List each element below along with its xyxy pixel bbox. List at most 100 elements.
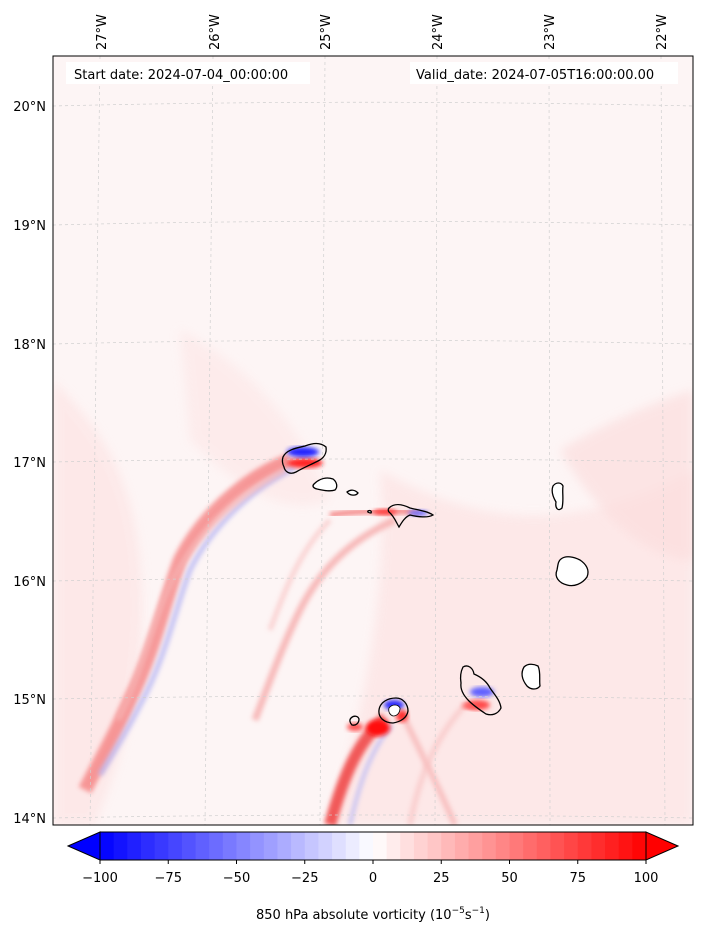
colorbar-tick-label: −25 [291,871,318,886]
colorbar-level-38 [618,832,633,860]
longitude-labels: 27°W 26°W 25°W 24°W 23°W 22°W [95,14,670,50]
wake-band-middle-2 [267,518,332,631]
vorticity-core-santo-antao-blue [287,447,319,457]
wake-band-west-outer [115,467,287,722]
meridian-27w [89,56,101,825]
lon-label-23w: 23°W [543,14,558,50]
colorbar-level-6 [181,832,197,860]
colorbar-tick-label: 0 [369,871,377,886]
lat-label-15n: 15°N [13,693,46,708]
meridian-24w [434,56,438,825]
colorbar-tick-label: 50 [501,871,518,886]
colorbar-level-27 [468,832,483,860]
island-sao-vicente [312,477,338,492]
colorbar-level-2 [127,832,142,860]
island-maio [521,663,541,690]
meridian-25w [319,56,326,825]
colorbar-level-11 [250,832,265,860]
field-positive-broad-east [560,390,693,560]
colorbar-level-10 [236,832,251,860]
field-positive-broad-southeast [330,470,693,825]
island-sal [551,482,564,511]
island-ilheu-razo [367,509,372,514]
wake-band-west-blue [97,465,297,777]
island-santiago [459,665,502,716]
annotation-right-box [410,62,678,84]
lat-label-20n: 20°N [13,100,46,115]
wake-band-west-red [78,453,293,794]
colorbar-label-exp2: −1 [472,906,485,916]
lon-label-24w: 24°W [431,14,446,50]
vorticity-core-santo-antao-red [287,458,323,468]
map-frame [52,55,694,826]
colorbar-level-18 [345,832,360,860]
colorbar-level-25 [441,832,456,860]
colorbar-tick-label: −75 [155,871,182,886]
colorbar-level-33 [550,832,565,860]
colorbar-level-12 [263,832,279,860]
colorbar-label: 850 hPa absolute vorticity (10−5s−1) [256,906,490,923]
vorticity-field [53,56,693,825]
colorbar-level-20 [373,832,388,860]
island-boa-vista [555,556,589,587]
colorbar-level-32 [536,832,552,860]
colorbar-tick-label: −50 [223,871,250,886]
lat-label-17n: 17°N [13,456,46,471]
coastlines [281,442,589,726]
lon-label-27w: 27°W [95,14,110,50]
colorbar-level-28 [482,832,497,860]
colorbar-level-9 [222,832,238,860]
colorbar-level-13 [277,832,292,860]
lon-label-22w: 22°W [655,14,670,50]
colorbar-level-1 [113,832,128,860]
parallel-17n [53,458,693,463]
colorbar-tick-label: 75 [569,871,586,886]
colorbar-label-mid: s [465,908,472,923]
colorbar-level-4 [154,832,169,860]
colorbar-tick-label: 100 [634,871,659,886]
vorticity-core-maio-red [462,703,478,709]
colorbar-level-26 [454,832,470,860]
colorbar-label-prefix: 850 hPa absolute vorticity (10 [256,908,452,923]
colorbar-level-5 [168,832,183,860]
vorticity-core-santiago-blue [470,687,494,697]
colorbar-level-14 [291,832,306,860]
lat-label-14n: 14°N [13,812,46,827]
lon-label-25w: 25°W [319,14,334,50]
colorbar-swatches [100,832,647,860]
island-brava [349,715,360,726]
colorbar-extend-max [645,831,680,861]
island-fogo-crater [388,704,401,717]
graticule [53,56,693,825]
colorbar-tick-label: −100 [82,871,118,886]
colorbar-tick-label: 25 [433,871,450,886]
parallel-16n [53,577,693,582]
colorbar-level-39 [632,832,647,860]
colorbar-level-31 [523,832,538,860]
colorbar-level-22 [400,832,415,860]
wake-band-middle [251,516,397,722]
wake-band-fogo-east [402,718,458,825]
lat-label-18n: 18°N [13,338,46,353]
colorbar-label-suffix: ) [485,908,490,923]
colorbar-level-8 [209,832,224,860]
parallel-18n [53,339,693,345]
island-santo-antao [281,442,327,474]
colorbar-extend-min [66,831,101,861]
parallel-14n [53,814,693,819]
colorbar-level-7 [195,832,210,860]
colorbar-level-35 [577,832,592,860]
wake-band-santiago [407,697,473,825]
colorbar-level-3 [140,832,156,860]
colorbar-level-0 [100,832,115,860]
annotation-start-date: Start date: 2024-07-04_00:00:00 [74,68,288,83]
lon-label-26w: 26°W [208,14,223,50]
colorbar-level-23 [413,832,429,860]
parallel-20n [53,101,693,107]
meridian-22w [660,56,666,825]
annotation-valid-date: Valid_date: 2024-07-05T16:00:00.00 [416,68,654,83]
colorbar-level-15 [304,832,319,860]
vorticity-core-brava-red [347,723,363,731]
colorbar-level-29 [495,832,511,860]
